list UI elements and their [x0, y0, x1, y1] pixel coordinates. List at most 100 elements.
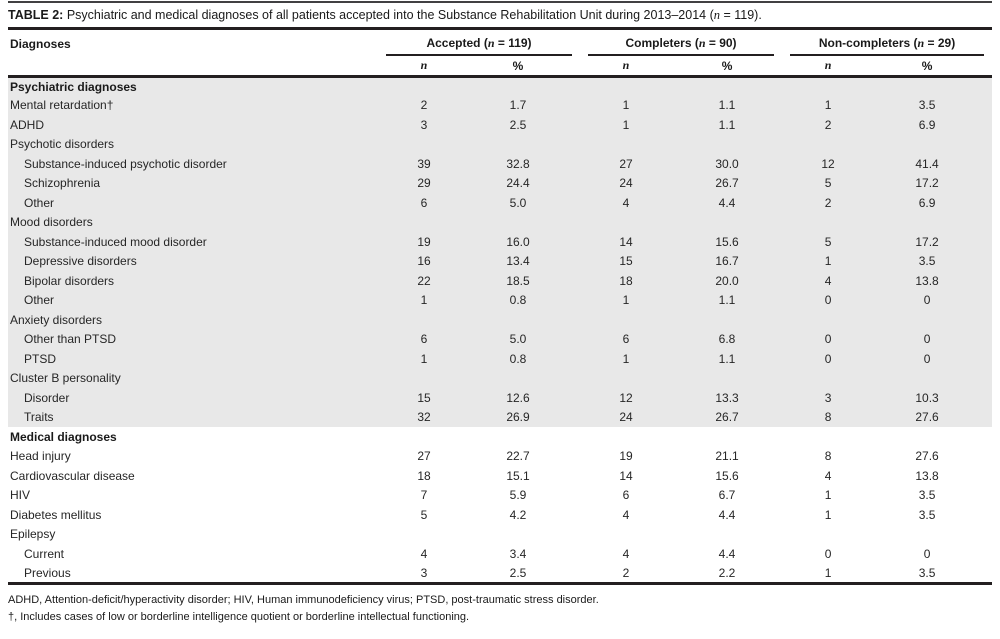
value-cell: 1.1	[672, 290, 783, 310]
value-cell: 13.4	[470, 251, 581, 271]
value-cell: 0	[782, 349, 875, 369]
diagnosis-label: HIV	[10, 488, 31, 503]
table-row: Previous 3 2.5 2 2.2 1 3.5	[8, 564, 992, 584]
value-cell: 1	[378, 349, 470, 369]
value-cell: 2	[782, 193, 875, 213]
value-cell	[378, 427, 470, 447]
value-cell: 5.0	[470, 329, 581, 349]
value-cell: 4	[622, 546, 630, 561]
diagnosis-label: Substance-induced psychotic disorder	[8, 154, 378, 174]
subcolumn-n-accepted: n	[420, 58, 428, 73]
value-cell: 0	[782, 329, 875, 349]
diagnosis-label: Other	[8, 193, 378, 213]
subcolumn-n-completers: n	[622, 58, 630, 73]
value-cell: 32	[378, 407, 470, 427]
value-cell: 18	[580, 271, 673, 291]
value-cell: 19	[619, 449, 633, 464]
value-cell: 0	[874, 290, 993, 310]
diagnosis-label: Disorder	[8, 388, 378, 408]
value-cell: 2.5	[509, 565, 527, 580]
table-row: Mental retardation† 2 1.7 1 1.1 1 3.5	[8, 95, 993, 115]
value-cell	[782, 310, 875, 330]
value-cell: 0	[824, 546, 832, 561]
value-cell: 12.6	[470, 388, 581, 408]
value-cell	[470, 212, 581, 232]
table-row: HIV 7 5.9 6 6.7 1 3.5	[8, 486, 992, 506]
table-row: Psychotic disorders	[8, 134, 993, 154]
diagnosis-label: Anxiety disorders	[8, 310, 378, 330]
value-cell: 1.1	[672, 95, 783, 115]
value-cell	[672, 525, 782, 545]
value-cell	[874, 427, 992, 447]
value-cell: 8	[824, 449, 832, 464]
value-cell: 22.7	[506, 449, 530, 464]
diagnosis-label: Diabetes mellitus	[10, 507, 102, 522]
value-cell: 24	[580, 173, 673, 193]
diagnosis-label: Substance-induced mood disorder	[8, 232, 378, 252]
value-cell: 22	[378, 271, 470, 291]
value-cell: 6	[622, 488, 630, 503]
diagnosis-label: Current	[24, 546, 65, 561]
value-cell: 1	[580, 95, 673, 115]
value-cell: 15.1	[506, 468, 530, 483]
value-cell: 26.7	[672, 173, 783, 193]
subcolumn-pct-accepted: %	[512, 58, 524, 73]
value-cell	[782, 427, 874, 447]
diagnosis-label: Other	[8, 290, 378, 310]
value-cell: 39	[378, 154, 470, 174]
value-cell: 1.1	[672, 115, 783, 135]
value-cell	[874, 525, 992, 545]
table-row: Substance-induced mood disorder 19 16.0 …	[8, 232, 993, 252]
value-cell: 24	[580, 407, 673, 427]
value-cell: 8	[782, 407, 875, 427]
table-row: ADHD 3 2.5 1 1.1 2 6.9	[8, 115, 993, 135]
value-cell	[378, 310, 470, 330]
value-cell	[580, 525, 672, 545]
value-cell: 24.4	[470, 173, 581, 193]
value-cell: 1	[378, 290, 470, 310]
subcolumn-pct-non-completers: %	[921, 58, 933, 73]
value-cell	[580, 134, 673, 154]
value-cell: 32.8	[470, 154, 581, 174]
column-group-accepted-label: Accepted (n = 119)	[386, 36, 573, 56]
value-cell: 0.8	[470, 290, 581, 310]
table-header: Diagnoses Accepted (n = 119) Completers …	[8, 30, 993, 76]
table-row: Substance-induced psychotic disorder 39 …	[8, 154, 993, 174]
value-cell: 16.0	[470, 232, 581, 252]
value-cell: 15.6	[672, 232, 783, 252]
value-cell: 4	[824, 468, 832, 483]
table-row: Other 1 0.8 1 1.1 0 0	[8, 290, 993, 310]
value-cell: 14	[580, 232, 673, 252]
diagnosis-label: Previous	[24, 565, 71, 580]
value-cell: 4	[420, 546, 428, 561]
value-cell	[672, 427, 782, 447]
value-cell: 19	[378, 232, 470, 252]
value-cell: 3	[782, 388, 875, 408]
value-cell	[782, 76, 875, 96]
value-cell: 2	[622, 565, 630, 580]
table-row: PTSD 1 0.8 1 1.1 0 0	[8, 349, 993, 369]
value-cell	[470, 525, 580, 545]
table-section: Psychiatric diagnoses Mental retardation…	[8, 76, 993, 427]
value-cell: 16	[378, 251, 470, 271]
footnote-abbreviations: ADHD, Attention-deficit/hyperactivity di…	[8, 593, 599, 606]
table-row: Mood disorders	[8, 212, 993, 232]
value-cell	[874, 212, 993, 232]
value-cell: 6	[378, 193, 470, 213]
value-cell: 14	[619, 468, 633, 483]
table-row: Disorder 15 12.6 12 13.3 3 10.3	[8, 388, 993, 408]
caption-n-symbol: n	[713, 8, 720, 22]
value-cell: 5	[782, 173, 875, 193]
diagnosis-label: Cluster B personality	[8, 368, 378, 388]
top-rule	[8, 1, 992, 3]
column-group-completers-label: Completers (n = 90)	[588, 36, 775, 56]
value-cell	[782, 525, 874, 545]
diagnosis-label: Schizophrenia	[8, 173, 378, 193]
value-cell: 0	[874, 329, 993, 349]
value-cell: 1	[824, 565, 832, 580]
value-cell: 0.8	[470, 349, 581, 369]
diagnosis-label: Other than PTSD	[8, 329, 378, 349]
value-cell: 26.9	[470, 407, 581, 427]
value-cell	[378, 134, 470, 154]
value-cell: 0	[874, 349, 993, 369]
